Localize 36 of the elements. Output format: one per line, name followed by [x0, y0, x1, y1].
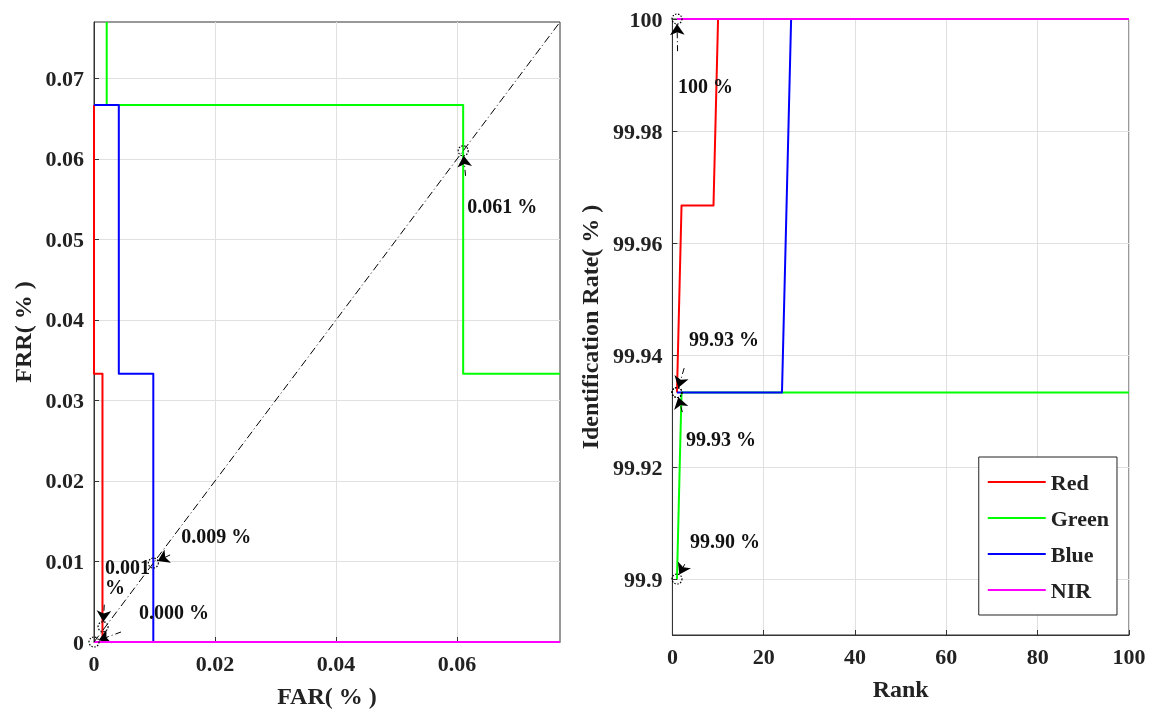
y-tick-label: 100	[629, 6, 663, 32]
x-tick-label: 0.06	[437, 650, 477, 676]
annotation: 0.001 %	[105, 555, 156, 598]
annotation: 0.009 %	[181, 525, 252, 548]
annotation: 0.061 %	[467, 194, 538, 217]
y-tick-label: 0.07	[45, 65, 84, 91]
legend-label: Blue	[1050, 541, 1094, 567]
y-tick-label: 0.01	[45, 548, 84, 574]
x-axis-title: FAR( % )	[277, 683, 377, 709]
y-tick-label: 99.96	[612, 230, 663, 256]
annotation: 99.93 %	[685, 427, 756, 450]
x-tick-label: 80	[1026, 643, 1049, 669]
x-tick-label: 0.02	[195, 650, 235, 676]
y-axis-title: FRR( % )	[9, 281, 36, 383]
legend-label: Green	[1050, 505, 1110, 531]
y-tick-label: 99.94	[612, 342, 663, 368]
x-tick-label: 60	[935, 643, 958, 669]
y-tick-label: 99.9	[623, 566, 663, 592]
x-tick-label: 100	[1112, 643, 1146, 669]
y-tick-label: 0.02	[45, 468, 84, 494]
y-axis-title: Identification Rate( % )	[577, 204, 603, 450]
y-tick-label: 99.92	[612, 454, 663, 480]
annotation: 99.90 %	[689, 530, 760, 552]
legend-label: NIR	[1050, 577, 1093, 603]
y-tick-label: 0.03	[45, 387, 84, 413]
x-tick-label: 0	[88, 650, 100, 676]
legend-label: Red	[1050, 469, 1089, 495]
x-axis-title: Rank	[872, 676, 930, 702]
y-tick-label: 99.98	[612, 118, 663, 144]
y-tick-label: 0.05	[45, 226, 84, 252]
annotation: 99.93 %	[688, 327, 759, 350]
x-tick-label: 20	[752, 643, 775, 669]
y-tick-label: 0.06	[45, 146, 84, 172]
y-tick-label: 0.04	[45, 307, 84, 333]
x-tick-label: 40	[844, 643, 867, 669]
x-tick-label: 0.04	[316, 650, 356, 676]
